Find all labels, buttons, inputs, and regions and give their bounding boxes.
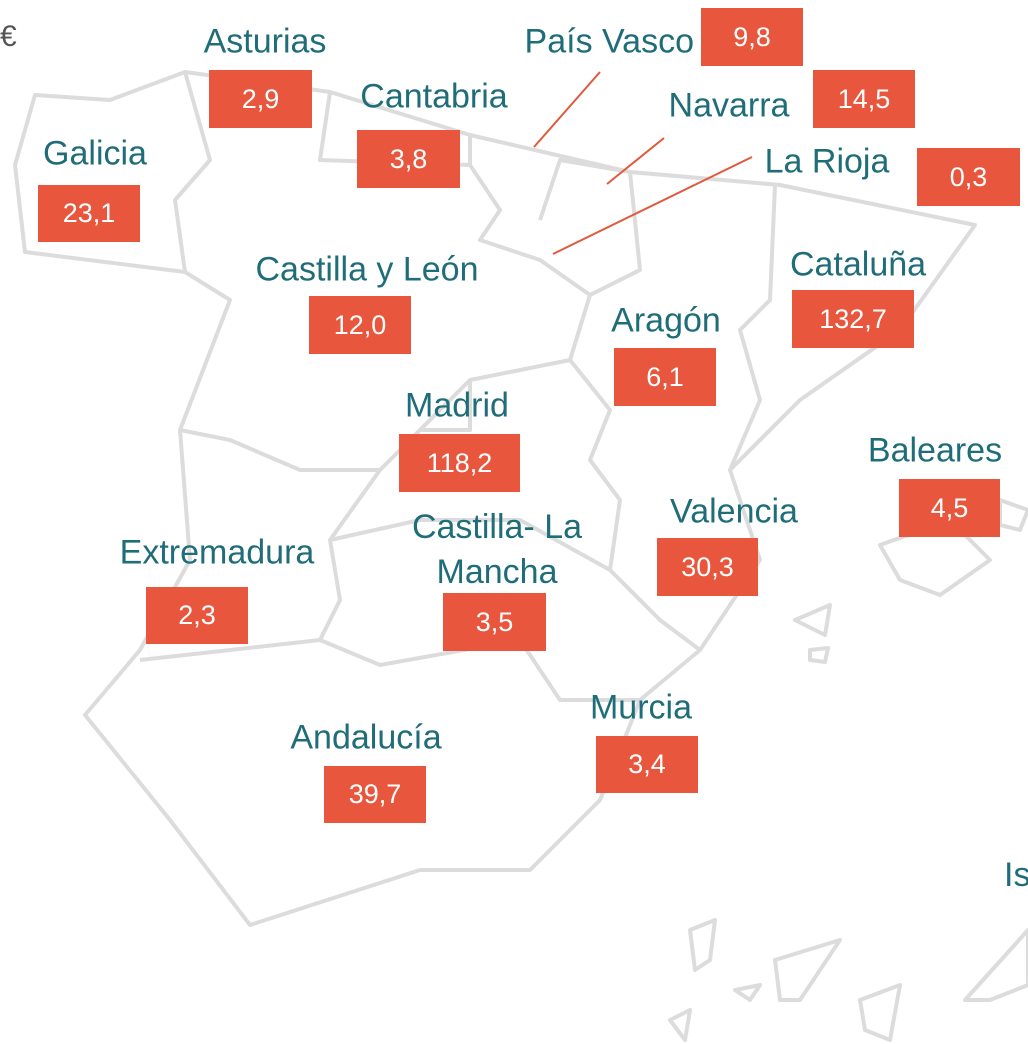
region-name: Extremadura	[119, 533, 315, 572]
spain-outline	[13, 70, 977, 927]
region-value: 3,8	[357, 130, 460, 188]
region-value: 12,0	[309, 296, 411, 354]
cropped-label: Is	[1004, 856, 1028, 894]
region-value: 6,1	[614, 348, 716, 406]
region-value: 4,5	[899, 479, 1000, 537]
region-value: 3,4	[596, 736, 698, 793]
region-value: 0,3	[917, 148, 1020, 206]
leader-line	[533, 71, 601, 148]
leader-line	[606, 137, 665, 185]
region-name: Cantabria	[360, 77, 508, 116]
region-value: 2,3	[146, 587, 248, 644]
region-name: Madrid	[405, 386, 509, 425]
region-name: Navarra	[668, 86, 790, 125]
region-name: País Vasco	[524, 22, 694, 61]
region-value: 14,5	[813, 70, 915, 128]
region-name: Asturias	[203, 22, 327, 61]
region-name: Castilla- La Mancha	[411, 508, 583, 591]
region-value: 30,3	[657, 538, 758, 596]
region-value: 23,1	[38, 185, 140, 242]
region-name: Aragón	[611, 301, 721, 340]
region-name: Baleares	[867, 431, 1003, 470]
region-name: Valencia	[670, 492, 798, 531]
region-value: 9,8	[701, 8, 803, 66]
region-value: 132,7	[792, 290, 914, 348]
region-name: Andalucía	[290, 718, 442, 757]
region-name: La Rioja	[764, 142, 890, 181]
region-name: Murcia	[589, 688, 693, 727]
region-value: 2,9	[209, 70, 312, 128]
region-name: Cataluña	[789, 245, 927, 284]
region-value: 39,7	[324, 766, 426, 823]
region-name: Galicia	[43, 134, 147, 173]
leader-line	[552, 156, 753, 255]
region-value: 3,5	[443, 593, 546, 651]
canarias	[668, 603, 1028, 1042]
region-name: Castilla y León	[255, 250, 479, 289]
region-value: 118,2	[399, 434, 520, 492]
currency: €	[0, 20, 17, 53]
